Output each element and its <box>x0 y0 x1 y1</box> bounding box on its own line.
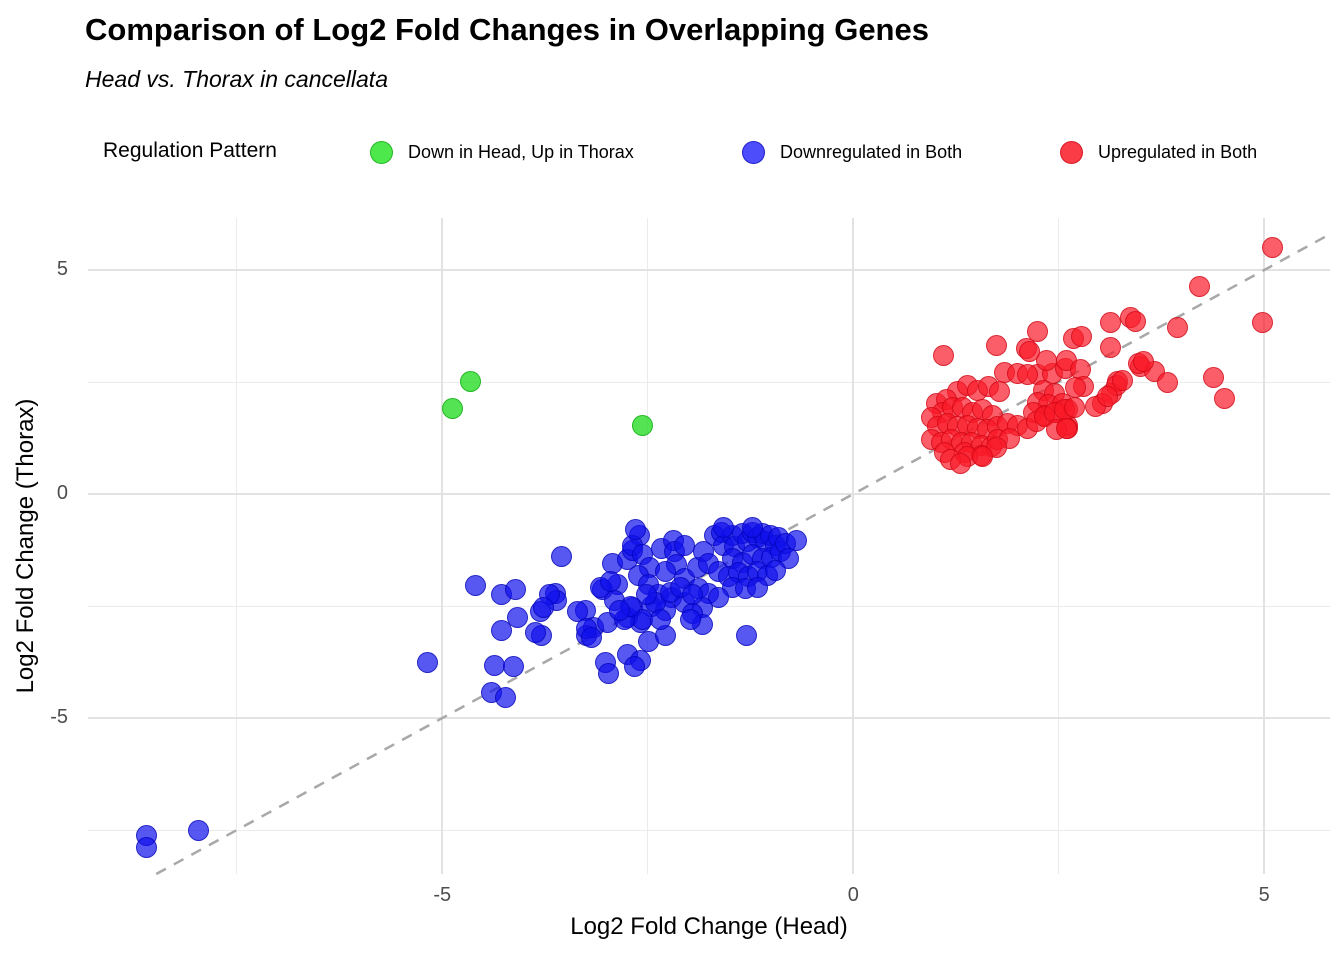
data-point-series-2 <box>1100 336 1122 358</box>
legend: Regulation Pattern Down in Head, Up in T… <box>0 136 1344 168</box>
x-tick-label: -5 <box>433 884 452 906</box>
data-point-series-1 <box>600 571 622 593</box>
chart-title: Comparison of Log2 Fold Changes in Overl… <box>85 12 929 47</box>
v-gridline-major <box>1263 218 1266 874</box>
data-point-series-0 <box>632 415 654 437</box>
data-point-series-1 <box>624 656 646 678</box>
data-point-series-2 <box>985 334 1007 356</box>
data-point-series-1 <box>747 576 769 598</box>
plot-panel <box>88 218 1331 876</box>
data-point-series-2 <box>1124 311 1146 333</box>
data-point-series-2 <box>1111 369 1133 391</box>
data-point-series-2 <box>1017 364 1038 386</box>
data-point-series-0 <box>459 370 481 392</box>
legend-dot-green-icon <box>370 140 393 164</box>
y-axis-title: Log2 Fold Change (Thorax) <box>12 398 39 694</box>
data-point-series-2 <box>1188 275 1210 297</box>
data-point-series-1 <box>135 836 157 858</box>
h-gridline-minor <box>88 829 1330 831</box>
v-gridline-major <box>441 218 444 874</box>
v-gridline-minor <box>236 218 238 874</box>
legend-dot-blue-icon <box>742 140 765 164</box>
data-point-series-1 <box>680 609 701 631</box>
y-tick-label: 0 <box>56 482 68 505</box>
chart-subtitle: Head vs. Thorax in cancellata <box>85 66 388 92</box>
data-point-series-1 <box>532 597 554 619</box>
data-point-series-2 <box>1055 417 1077 439</box>
data-point-series-1 <box>624 519 646 541</box>
data-point-series-1 <box>188 820 210 842</box>
data-point-series-1 <box>416 652 438 674</box>
data-point-series-2 <box>1100 312 1122 334</box>
data-point-series-2 <box>1035 349 1057 371</box>
x-axis-title: Log2 Fold Change (Head) <box>570 913 848 940</box>
data-point-series-1 <box>495 687 517 709</box>
legend-item-label: Downregulated in Both <box>780 141 963 162</box>
data-point-series-1 <box>506 606 528 628</box>
data-point-series-1 <box>524 622 546 644</box>
data-point-series-2 <box>1096 386 1118 408</box>
data-point-series-2 <box>1071 325 1093 347</box>
data-point-series-1 <box>550 545 572 567</box>
h-gridline-minor <box>88 381 1330 383</box>
data-point-series-1 <box>712 516 734 538</box>
data-point-series-2 <box>1252 312 1274 334</box>
data-point-series-2 <box>1166 317 1188 339</box>
legend-item-label: Upregulated in Both <box>1098 141 1258 162</box>
data-point-series-2 <box>949 452 971 474</box>
data-point-series-1 <box>483 654 505 676</box>
h-gridline-major <box>88 717 1330 720</box>
data-point-series-2 <box>1156 372 1178 394</box>
v-gridline-minor <box>1058 218 1060 874</box>
legend-item-label: Down in Head, Up in Thorax <box>408 141 634 162</box>
y-tick-label: 5 <box>56 257 68 280</box>
data-point-series-1 <box>735 624 757 646</box>
data-point-series-1 <box>504 579 526 601</box>
h-gridline-major <box>88 493 1330 496</box>
h-gridline-major <box>88 268 1330 271</box>
data-point-series-2 <box>1214 387 1236 409</box>
legend-title: Regulation Pattern <box>103 139 277 162</box>
legend-item-upregulated-both: Upregulated in Both <box>1060 136 1257 168</box>
data-point-series-2 <box>1018 341 1040 363</box>
data-point-series-1 <box>635 584 657 606</box>
data-point-series-2 <box>971 446 993 468</box>
data-point-series-1 <box>503 656 525 678</box>
data-point-series-1 <box>597 662 619 684</box>
legend-item-down-head-up-thorax: Down in Head, Up in Thorax <box>370 136 634 168</box>
x-tick-label: 5 <box>1258 884 1270 906</box>
data-point-series-2 <box>1132 351 1154 373</box>
data-point-series-2 <box>1026 321 1048 343</box>
data-point-series-2 <box>933 344 955 366</box>
x-tick-label: 0 <box>847 884 859 906</box>
data-point-series-1 <box>609 599 631 621</box>
data-point-series-1 <box>674 534 696 556</box>
data-point-series-2 <box>1261 236 1283 258</box>
data-point-series-1 <box>581 627 603 649</box>
data-point-series-0 <box>441 398 463 420</box>
data-point-series-1 <box>464 575 486 597</box>
v-gridline-major <box>852 218 855 874</box>
data-point-series-1 <box>650 609 672 631</box>
data-point-series-1 <box>786 529 808 551</box>
legend-item-downregulated-both: Downregulated in Both <box>742 136 962 168</box>
data-point-series-2 <box>1063 396 1085 418</box>
data-point-series-1 <box>742 516 764 538</box>
data-point-series-1 <box>765 559 787 581</box>
data-point-series-2 <box>1202 367 1224 389</box>
data-point-series-1 <box>681 584 703 606</box>
y-tick-label: -5 <box>50 706 68 729</box>
data-point-series-1 <box>490 619 512 641</box>
legend-dot-red-icon <box>1060 140 1083 164</box>
